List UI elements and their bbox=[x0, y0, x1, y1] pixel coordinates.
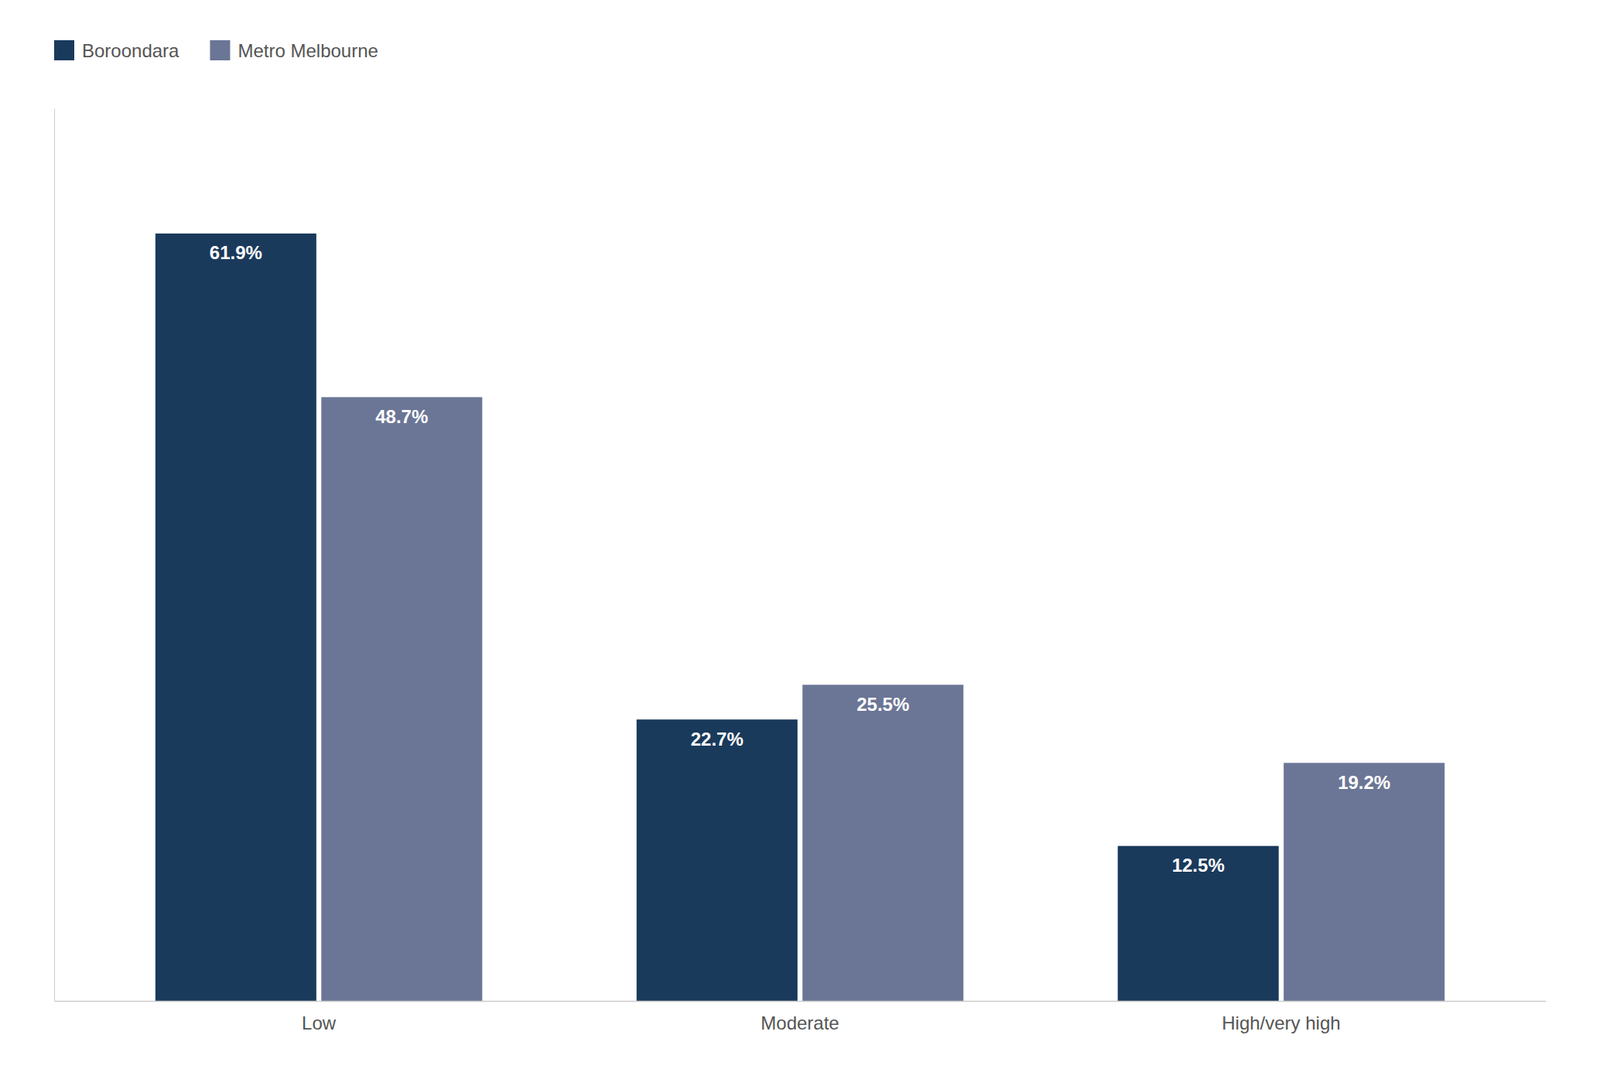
legend-item: Boroondara bbox=[54, 40, 180, 62]
bar bbox=[1117, 846, 1279, 1002]
chart-container: Low Moderate High/very high 61.9% 22.7% 12.5%… bbox=[0, 0, 1600, 1086]
chart-svg: Low Moderate High/very high 61.9% 22.7% 12.5%… bbox=[0, 0, 1600, 1086]
data-label: 19.2% bbox=[1337, 772, 1391, 794]
legend-item: Metro Melbourne bbox=[209, 40, 378, 62]
bar bbox=[636, 719, 798, 1002]
legend-swatch bbox=[209, 40, 230, 61]
plot-area: Low Moderate High/very high 61.9% 22.7% 12.5%… bbox=[54, 109, 1547, 1035]
legend-label: Metro Melbourne bbox=[237, 40, 378, 62]
data-label: 22.7% bbox=[690, 728, 744, 750]
y-axis-line bbox=[54, 109, 55, 1002]
legend: Boroondara Metro Melbourne bbox=[54, 40, 379, 62]
x-tick: High/very high bbox=[1221, 1001, 1341, 1034]
data-labels: 61.9% 22.7% 12.5% 48.7% 25.5% 19.2% bbox=[209, 242, 1391, 876]
data-label: 48.7% bbox=[375, 406, 428, 428]
bars bbox=[155, 233, 1445, 1002]
bar bbox=[802, 684, 964, 1002]
x-tick-label: Moderate bbox=[760, 1012, 839, 1034]
x-tick: Low bbox=[301, 1001, 337, 1034]
x-axis-line bbox=[54, 1001, 1547, 1003]
x-tick: Moderate bbox=[760, 1001, 839, 1034]
x-axis: Low Moderate High/very high bbox=[54, 1001, 1547, 1034]
bar bbox=[1283, 762, 1445, 1002]
y-axis bbox=[54, 109, 55, 1002]
x-tick-label: Low bbox=[301, 1012, 337, 1034]
legend-label: Boroondara bbox=[82, 40, 180, 62]
bar bbox=[321, 396, 483, 1002]
bar bbox=[155, 233, 317, 1002]
data-label: 61.9% bbox=[209, 242, 263, 264]
legend-swatch bbox=[54, 40, 75, 61]
bar-series bbox=[321, 396, 1445, 1002]
x-tick-label: High/very high bbox=[1221, 1012, 1341, 1034]
data-label: 25.5% bbox=[856, 694, 910, 715]
bar-series bbox=[155, 233, 1279, 1002]
data-label: 12.5% bbox=[1172, 854, 1225, 876]
